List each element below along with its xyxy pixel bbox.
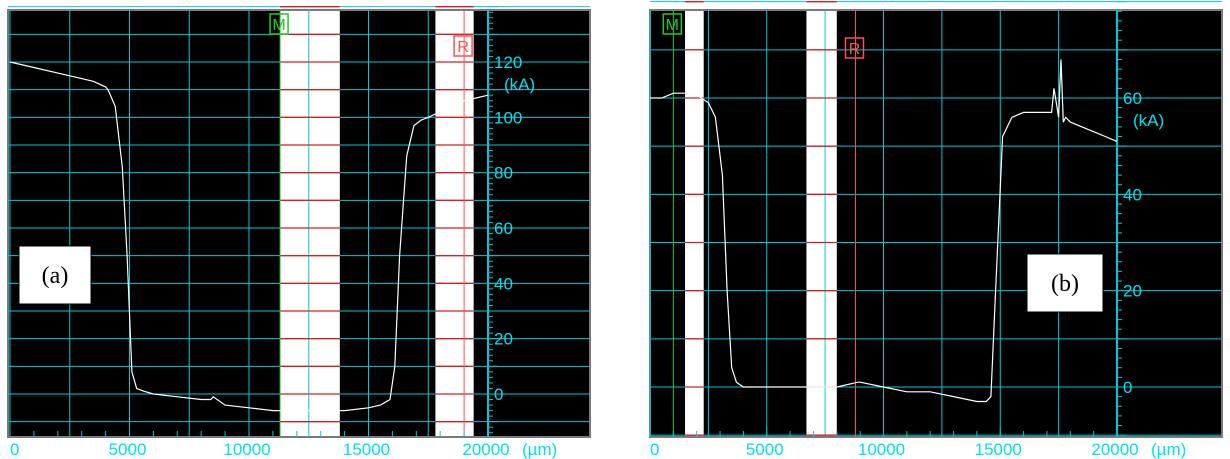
x-tick-label: 10000 — [858, 440, 905, 459]
panel-label: (a) — [42, 263, 69, 289]
marker-box-m — [662, 13, 683, 35]
white-band — [806, 11, 837, 436]
white-band — [685, 11, 704, 436]
y-unit-label: (kA) — [1133, 111, 1164, 130]
marker-box-r — [844, 37, 865, 59]
chart-a: M R 0 5000 10000 15000 20000 (µm) 0 20 40 60 80 100 12… — [7, 6, 591, 459]
x-tick-label: 5000 — [746, 440, 784, 459]
x-tick-label: 15000 — [343, 440, 390, 459]
marker-label-m: M — [666, 17, 679, 34]
y-tick-label: 20 — [494, 330, 513, 349]
series-line — [9, 61, 489, 412]
marker-box-r — [453, 35, 473, 57]
white-band — [280, 11, 340, 436]
y-tick-label: 40 — [1123, 185, 1142, 204]
y-tick-label: 80 — [494, 164, 513, 183]
x-unit-label: (µm) — [1151, 440, 1186, 459]
x-tick-label: 0 — [10, 440, 19, 459]
y-tick-label: 0 — [1123, 378, 1132, 397]
x-tick-label: 15000 — [975, 440, 1022, 459]
x-tick-label: 20000 — [1091, 440, 1138, 459]
marker-label-r: R — [849, 41, 861, 58]
series-line — [650, 59, 1118, 403]
marker-label-m: M — [272, 17, 285, 34]
panel-a: M R 0 5000 10000 15000 20000 (µm) 0 20 40 60 80 100 12… — [0, 0, 612, 459]
marker-label-r: R — [457, 39, 469, 56]
y-tick-label: 0 — [494, 385, 503, 404]
chart-b: M R 0 5000 10000 15000 20000 (µm) 0 20 40 60 (kA) (b) — [649, 1, 1223, 459]
x-tick-label: 20000 — [462, 440, 509, 459]
x-tick-label: 10000 — [223, 440, 270, 459]
y-tick-label: 100 — [494, 108, 522, 127]
y-unit-label: (kA) — [504, 75, 535, 94]
plot-area — [649, 9, 1223, 438]
y-tick-label: 60 — [494, 219, 513, 238]
panel-label-box — [18, 245, 92, 305]
y-tick-label: 60 — [1123, 89, 1142, 108]
x-unit-label: (µm) — [522, 440, 557, 459]
marker-box-m — [269, 13, 289, 35]
x-tick-label: 5000 — [109, 440, 147, 459]
y-tick-label: 120 — [494, 53, 522, 72]
y-tick-label: 40 — [494, 274, 513, 293]
panel-b: M R 0 5000 10000 15000 20000 (µm) 0 20 40 60 (kA) (b) — [620, 0, 1230, 459]
y-tick-label: 20 — [1123, 282, 1142, 301]
panel-label: (b) — [1051, 271, 1079, 297]
x-tick-label: 0 — [650, 440, 659, 459]
panel-label-box — [1026, 253, 1104, 313]
white-band — [435, 11, 474, 436]
